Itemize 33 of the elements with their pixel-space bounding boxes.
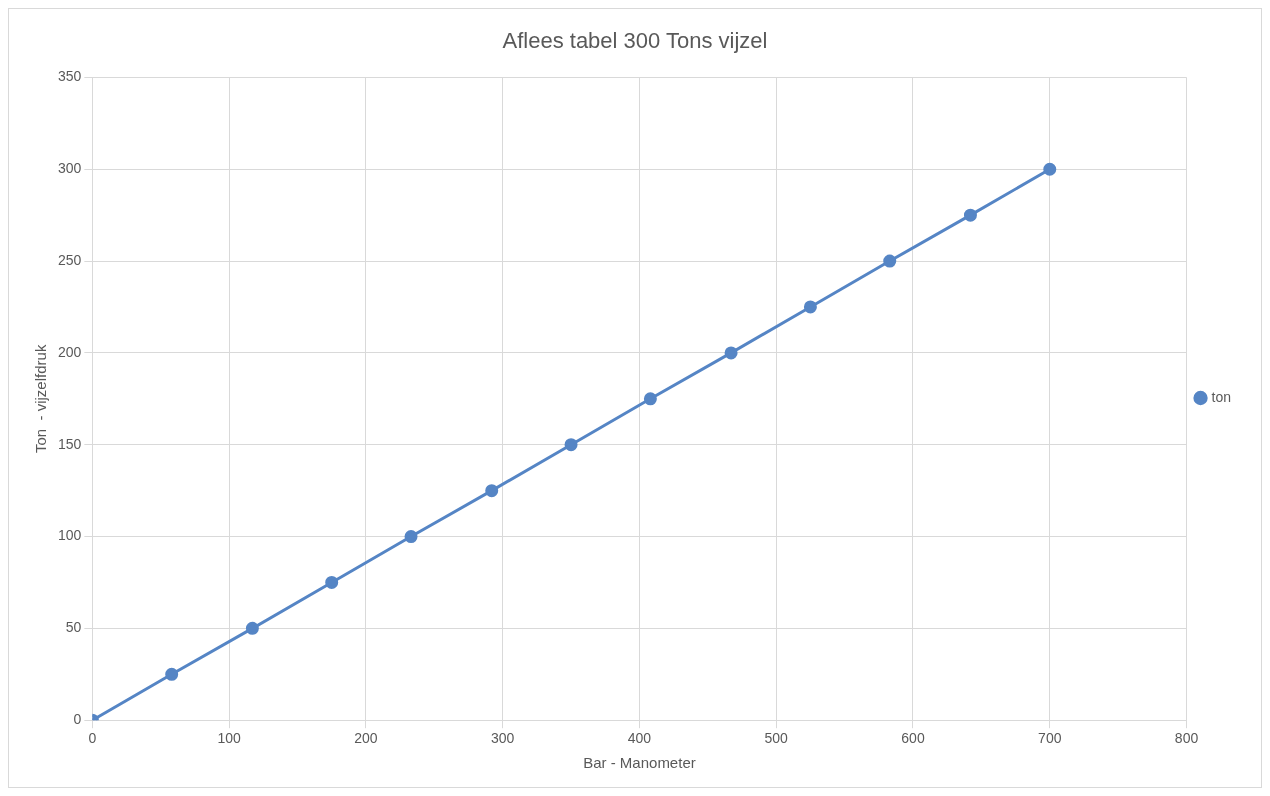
x-tick-label: 700 [1038,730,1062,747]
x-tick-label: 400 [627,730,652,747]
x-axis-title: Bar - Manometer [583,754,696,772]
x-tick-label: 200 [354,730,378,747]
point [485,484,499,498]
y-tick-label: 100 [58,527,82,544]
y-axis-title: Ton - vijzelfdruk [32,344,50,453]
legend-label: ton [1211,388,1232,405]
x-tick-label: 100 [217,730,242,747]
point [643,392,657,406]
point [883,254,897,268]
point [803,300,817,314]
x-tick-label: 500 [764,730,789,747]
point [245,621,259,635]
x-tick-label: 800 [1174,730,1199,747]
point [1043,162,1057,176]
y-tick-label: 250 [58,251,82,268]
point [165,667,179,681]
y-tick-label: 300 [58,160,82,177]
y-tick-label: 0 [73,711,82,728]
point [564,438,578,452]
x-tick-label: 600 [901,730,925,747]
x-tick-label: 300 [491,730,515,747]
y-tick-label: 50 [65,619,82,636]
point [404,530,418,544]
y-tick-label: 150 [58,435,82,452]
x-tick-label: 0 [88,730,97,747]
chart-title: Aflees tabel 300 Tons vijzel [502,28,768,54]
point [963,208,977,222]
y-tick-label: 200 [58,343,82,360]
y-tick-label: 350 [58,68,82,85]
point [724,346,738,360]
point [325,575,339,589]
